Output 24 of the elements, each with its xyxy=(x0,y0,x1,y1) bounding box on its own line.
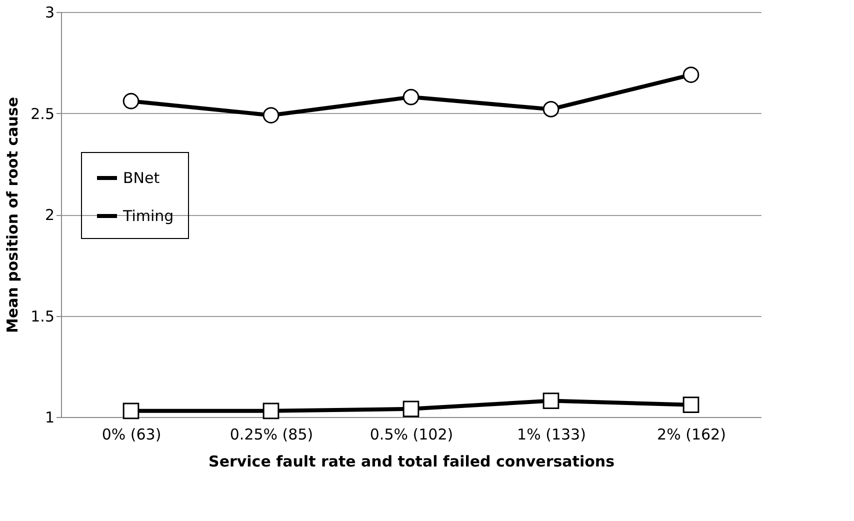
point xyxy=(682,396,700,414)
x-tick-label: 1% (133) xyxy=(517,426,586,444)
x-tick-label: 2% (162) xyxy=(657,426,726,444)
x-tick-label: 0.25% (85) xyxy=(230,426,314,444)
y-tick-label: 2 xyxy=(44,206,54,224)
x-tick-label: 0.5% (102) xyxy=(370,426,454,444)
y-tick-label: 2.5 xyxy=(30,104,54,123)
y-tick-label: 1.5 xyxy=(30,307,54,326)
point xyxy=(262,107,280,124)
point xyxy=(402,400,420,418)
y-tick-label: 1 xyxy=(44,408,54,426)
legend-label: BNet xyxy=(123,169,160,187)
point xyxy=(122,402,140,420)
x-tick-label: 0% (63) xyxy=(102,426,162,444)
x-axis-title: Service fault rate and total failed conversations xyxy=(208,452,615,470)
legend-label: Timing xyxy=(122,207,174,225)
point xyxy=(402,88,420,106)
point xyxy=(262,402,280,420)
point xyxy=(122,92,140,110)
point xyxy=(682,66,700,83)
point xyxy=(542,392,560,409)
y-axis-title: Mean position of root cause xyxy=(4,96,22,334)
y-tick-label: 3 xyxy=(44,4,54,22)
point xyxy=(542,101,560,118)
